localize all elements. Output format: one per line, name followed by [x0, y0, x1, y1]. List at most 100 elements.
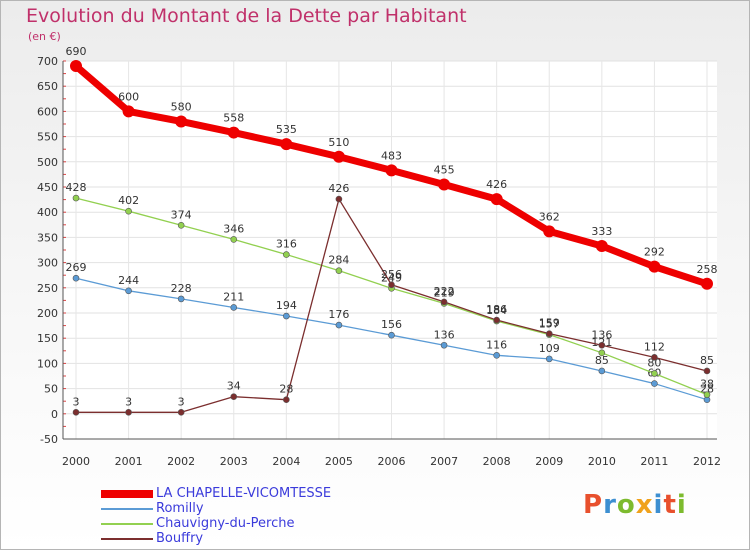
data-label: 176 [328, 308, 349, 321]
x-tick-label: 2007 [430, 455, 458, 468]
data-point [175, 115, 188, 128]
data-point [388, 281, 395, 289]
chart-title: Evolution du Montant de la Dette par Hab… [26, 5, 467, 27]
legend-swatch [101, 523, 153, 525]
data-point [230, 236, 238, 243]
data-label: 269 [66, 261, 87, 274]
data-point [490, 193, 503, 206]
y-tick-label: 500 [37, 156, 58, 169]
data-label: 600 [118, 90, 139, 103]
legend-label: Romilly [156, 501, 204, 516]
x-tick-label: 2012 [693, 455, 721, 468]
data-point [388, 331, 395, 339]
data-point [177, 295, 185, 303]
data-label: 228 [171, 282, 192, 295]
data-label: 483 [381, 149, 402, 162]
data-label: 85 [700, 354, 714, 367]
data-label: 284 [328, 254, 349, 267]
data-label: 109 [539, 342, 560, 355]
data-label: 362 [539, 210, 560, 223]
y-tick-label: 450 [37, 181, 58, 194]
data-label: 3 [73, 395, 80, 408]
data-label: 159 [539, 317, 560, 330]
data-point [227, 126, 240, 139]
data-point [651, 354, 658, 361]
data-label: 249 [381, 271, 402, 284]
legend-swatch [101, 508, 153, 510]
data-label: 156 [381, 318, 402, 331]
data-label: 316 [276, 238, 297, 251]
y-tick-label: 400 [37, 206, 58, 219]
data-label: 136 [591, 328, 612, 341]
data-label: 136 [434, 328, 455, 341]
data-label: 3 [178, 395, 185, 408]
y-tick-label: 150 [37, 332, 58, 345]
y-tick-label: 550 [37, 131, 58, 144]
data-point [385, 164, 398, 177]
y-tick-label: 600 [37, 105, 58, 118]
data-label: 112 [644, 340, 665, 353]
data-point [598, 349, 606, 357]
data-point [283, 251, 290, 258]
data-label: 510 [328, 136, 349, 149]
data-label: 38 [700, 378, 714, 391]
x-tick-label: 2005 [325, 455, 353, 468]
data-label: 426 [486, 178, 507, 191]
data-point [651, 380, 658, 387]
legend-item: Romilly [101, 501, 401, 517]
data-point [230, 393, 238, 400]
data-point [335, 195, 343, 203]
x-tick-label: 2009 [535, 455, 563, 468]
data-point [651, 370, 658, 377]
data-point [125, 207, 132, 215]
legend-label: LA CHAPELLE-VICOMTESSE [156, 486, 332, 501]
legend-swatch [101, 490, 153, 498]
x-tick-label: 2003 [220, 455, 248, 468]
data-label: 333 [591, 225, 612, 238]
data-label: 3 [125, 395, 132, 408]
data-label: 690 [66, 45, 87, 58]
data-label: 28 [700, 383, 714, 396]
data-point [332, 150, 345, 163]
data-label: 186 [486, 303, 507, 316]
data-point [703, 391, 711, 398]
data-label: 194 [276, 299, 297, 312]
logo-letter: i [676, 490, 687, 520]
data-label: 116 [486, 338, 507, 351]
data-point [230, 304, 238, 311]
data-label: 256 [381, 268, 402, 281]
x-tick-label: 2000 [62, 455, 90, 468]
data-point [125, 408, 132, 416]
x-tick-label: 2001 [115, 455, 143, 468]
logo-letter: o [616, 490, 636, 520]
legend-label: Chauvigny-du-Perche [156, 516, 295, 531]
legend-item: LA CHAPELLE-VICOMTESSE [101, 486, 401, 502]
data-point [493, 316, 500, 324]
data-point [177, 408, 185, 416]
data-label: 402 [118, 194, 139, 207]
data-label: 80 [647, 356, 661, 369]
data-label: 535 [276, 123, 297, 136]
x-tick-label: 2006 [378, 455, 406, 468]
data-point [283, 396, 290, 403]
logo-letter: r [603, 490, 617, 520]
data-point [598, 367, 606, 375]
y-tick-label: 300 [37, 257, 58, 270]
data-label: 184 [486, 304, 507, 317]
x-tick-label: 2011 [640, 455, 668, 468]
data-label: 157 [539, 318, 560, 331]
data-label: 34 [227, 380, 241, 393]
data-point [122, 105, 135, 118]
x-tick-label: 2004 [272, 455, 300, 468]
data-label: 428 [66, 181, 87, 194]
data-point [280, 138, 293, 151]
data-point [545, 355, 553, 363]
data-point [703, 367, 711, 375]
data-point [598, 341, 606, 349]
data-point [493, 352, 500, 359]
data-label: 346 [223, 222, 244, 235]
data-point [440, 341, 448, 349]
y-tick-label: 700 [37, 55, 58, 68]
